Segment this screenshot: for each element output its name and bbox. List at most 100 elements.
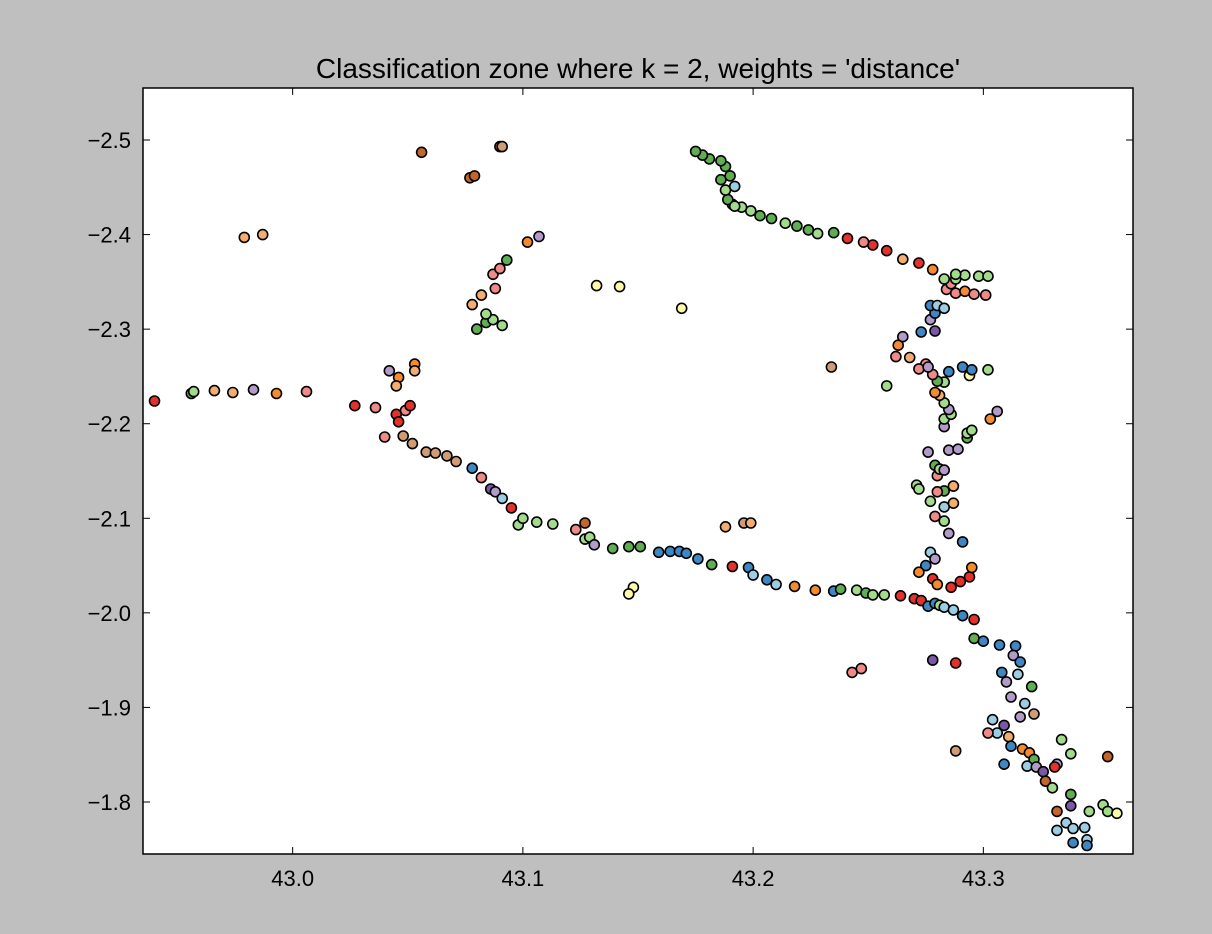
scatter-point bbox=[968, 613, 980, 626]
scatter-point bbox=[896, 253, 909, 266]
scatter-point bbox=[929, 510, 941, 523]
scatter-point bbox=[726, 560, 739, 573]
scatter-point bbox=[1007, 649, 1020, 662]
scatter-point bbox=[929, 325, 941, 337]
scatter-point bbox=[770, 578, 782, 591]
x-tick-label: 43.1 bbox=[501, 866, 544, 891]
scatter-point bbox=[247, 383, 260, 396]
scatter-point bbox=[949, 268, 962, 281]
scatter-point bbox=[1037, 765, 1049, 778]
scatter-point bbox=[938, 515, 951, 527]
scatter-point bbox=[949, 287, 962, 300]
scatter-point bbox=[1000, 676, 1013, 688]
scatter-point bbox=[450, 455, 462, 468]
scatter-point bbox=[348, 399, 361, 412]
scatter-point bbox=[754, 209, 766, 222]
y-tick-label: −2.0 bbox=[88, 601, 131, 626]
scatter-point bbox=[1065, 788, 1077, 801]
scatter-point bbox=[998, 719, 1010, 732]
scatter-point bbox=[913, 566, 925, 579]
scatter-point bbox=[952, 443, 964, 456]
scatter-point bbox=[1014, 711, 1027, 723]
scatter-point bbox=[634, 540, 647, 553]
y-tick-label: −2.1 bbox=[88, 506, 131, 531]
scatter-point bbox=[855, 662, 868, 675]
scatter-point bbox=[692, 553, 704, 565]
scatter-point bbox=[809, 584, 822, 597]
scatter-point bbox=[979, 289, 992, 301]
scatter-point bbox=[1078, 821, 1091, 834]
scatter-point bbox=[857, 236, 870, 248]
scatter-point bbox=[931, 485, 944, 498]
scatter-point bbox=[606, 542, 619, 555]
scatter-point bbox=[489, 485, 502, 498]
scatter-point bbox=[719, 520, 732, 533]
scatter-point bbox=[913, 257, 925, 269]
scatter-point bbox=[441, 450, 453, 462]
scatter-point bbox=[390, 380, 403, 392]
scatter-point bbox=[238, 231, 251, 244]
scatter-point bbox=[965, 363, 978, 376]
scatter-point bbox=[728, 200, 741, 212]
scatter-point bbox=[866, 589, 879, 601]
plot-area bbox=[143, 88, 1133, 854]
scatter-point bbox=[406, 437, 419, 450]
scatter-point bbox=[890, 350, 902, 363]
scatter-point bbox=[841, 232, 854, 245]
scatter-point bbox=[1005, 740, 1017, 753]
scatter-point bbox=[1065, 747, 1077, 760]
scatter-point bbox=[397, 430, 410, 442]
scatter-point bbox=[915, 326, 928, 338]
y-tick-label: −2.2 bbox=[88, 412, 131, 437]
scatter-point bbox=[924, 495, 937, 508]
scatter-point bbox=[470, 323, 483, 335]
scatter-point bbox=[765, 212, 778, 225]
scatter-point bbox=[505, 502, 518, 514]
scatter-point bbox=[982, 727, 994, 739]
scatter-point bbox=[1002, 730, 1015, 743]
data-points bbox=[148, 140, 1123, 852]
scatter-point bbox=[827, 226, 840, 239]
scatter-point bbox=[926, 263, 939, 276]
scatter-point bbox=[689, 145, 702, 158]
scatter-point bbox=[984, 413, 997, 425]
plot-frame bbox=[142, 87, 1134, 855]
scatter-point bbox=[1009, 640, 1022, 652]
scatter-point bbox=[947, 497, 960, 510]
scatter-point bbox=[590, 279, 603, 292]
scatter-point bbox=[922, 446, 934, 458]
scatter-point bbox=[956, 536, 969, 548]
scatter-point bbox=[1051, 824, 1063, 837]
scatter-point bbox=[1051, 805, 1063, 818]
scatter-point bbox=[926, 654, 939, 666]
scatter-point bbox=[791, 220, 803, 232]
scatter-point bbox=[1101, 805, 1114, 818]
scatter-point bbox=[489, 282, 502, 295]
scatter-point bbox=[1005, 691, 1017, 703]
scatter-point bbox=[475, 289, 488, 301]
scatter-point bbox=[496, 492, 509, 505]
scatter-point bbox=[938, 464, 951, 476]
scatter-point bbox=[705, 558, 718, 571]
scatter-point bbox=[1046, 781, 1059, 794]
scatter-point bbox=[779, 217, 792, 229]
x-tick-label: 43.0 bbox=[271, 866, 314, 891]
scatter-point bbox=[954, 575, 967, 588]
scatter-point bbox=[533, 230, 545, 243]
scatter-point bbox=[652, 546, 665, 559]
scatter-point bbox=[942, 365, 955, 378]
scatter-point bbox=[383, 364, 396, 377]
y-tick-label: −2.5 bbox=[88, 128, 131, 153]
scatter-point bbox=[429, 447, 442, 459]
scatter-point bbox=[938, 273, 951, 285]
scatter-point bbox=[998, 758, 1010, 771]
scatter-point bbox=[475, 471, 488, 484]
scatter-point bbox=[1067, 822, 1079, 835]
scatter-point bbox=[1083, 805, 1096, 818]
scatter-point bbox=[466, 298, 479, 311]
scatter-point bbox=[1028, 708, 1040, 720]
scatter-point bbox=[761, 573, 773, 586]
scatter-point bbox=[894, 589, 907, 602]
scatter-point bbox=[530, 516, 543, 528]
scatter-point bbox=[1101, 750, 1114, 763]
